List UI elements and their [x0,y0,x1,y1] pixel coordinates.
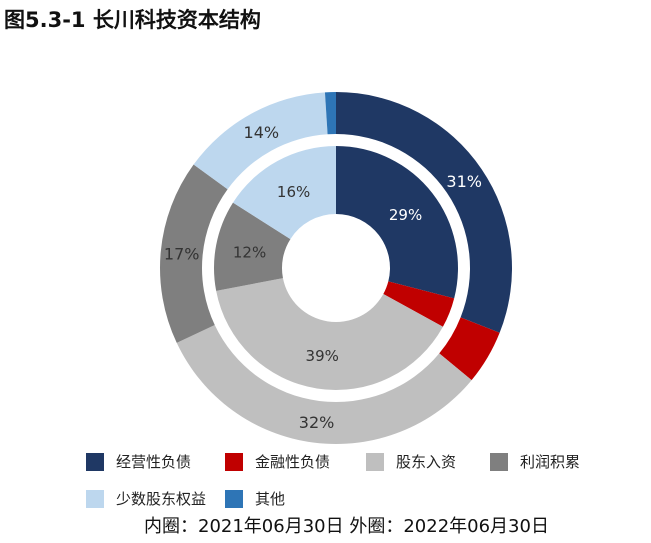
inner-data-label: 29% [389,206,422,224]
inner-slice-3 [213,202,291,291]
outer-slice-5 [324,92,336,135]
inner-slice-1 [383,281,455,327]
legend-label: 经营性负债 [116,453,192,471]
outer-slice-1 [439,317,500,381]
outer-data-label: 17% [164,244,200,263]
outer-data-label: 32% [299,413,335,432]
legend-swatch [490,452,508,471]
inner-slice-4 [232,146,336,240]
legend-label: 少数股东权益 [116,490,207,508]
legend-swatch [225,452,243,471]
legend-swatch [86,489,104,508]
inner-data-label: 39% [306,347,339,365]
legend-label: 股东入资 [396,453,457,471]
chart-title: 图5.3-1 长川科技资本结构 [4,8,261,32]
outer-slice-2 [176,325,472,445]
legend-swatch [86,452,104,471]
legend-item: 其他 [225,488,285,509]
outer-slice-4 [193,92,328,190]
legend-swatch [225,489,243,508]
ring-note: 内圈：2021年06月30日 外圈：2022年06月30日 [144,516,549,537]
legend-label: 其他 [255,490,286,508]
outer-slice-3 [159,164,228,343]
outer-data-label: 31% [446,172,482,191]
legend-swatch [366,452,384,471]
outer-slice-0 [336,92,512,333]
legend-label: 利润积累 [520,453,581,471]
legend-item: 经营性负债 [86,451,191,472]
inner-slice-2 [216,278,443,390]
legend-item: 少数股东权益 [86,488,206,509]
legend-item: 利润积累 [490,451,580,472]
outer-data-label: 14% [244,123,280,142]
legend-item: 金融性负债 [225,451,330,472]
inner-data-label: 12% [233,244,266,262]
legend-label: 金融性负债 [255,453,331,471]
legend-item: 股东入资 [366,451,456,472]
inner-slice-0 [336,146,458,299]
inner-data-label: 16% [277,183,310,201]
